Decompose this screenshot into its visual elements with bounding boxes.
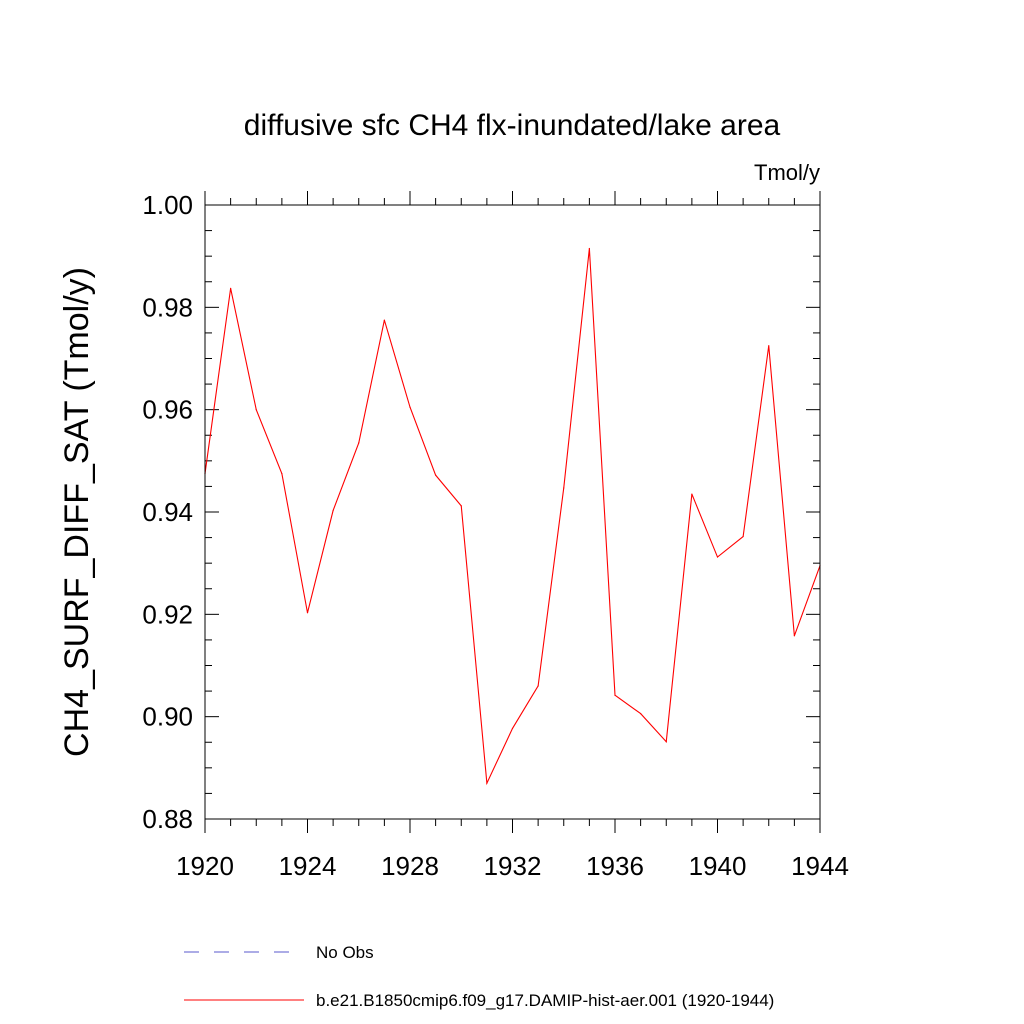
data-point	[281, 473, 283, 475]
y-tick-labels: 0.88 0.90 0.92 0.94 0.96 0.98 1.00	[142, 190, 193, 834]
data-point	[588, 247, 590, 250]
y-axis-label: CH4_SURF_DIFF_SAT (Tmol/y)	[58, 267, 96, 757]
data-point	[255, 409, 257, 411]
plot-frame	[204, 204, 821, 820]
data-point	[409, 406, 411, 408]
x-tick-label: 1936	[586, 851, 644, 881]
x-tick-label: 1944	[791, 851, 849, 881]
y-tick-label: 0.94	[142, 497, 193, 527]
y-tick-label: 0.92	[142, 599, 193, 629]
x-tick-labels: 1920 1924 1928 1932 1936 1940 1944	[176, 851, 849, 881]
units-label: Tmol/y	[754, 160, 820, 185]
data-point	[511, 727, 514, 730]
data-point	[332, 509, 334, 512]
legend: No Obs b.e21.B1850cmip6.f09_g17.DAMIP-his…	[184, 943, 774, 1010]
x-tick-label: 1932	[484, 851, 542, 881]
data-point	[614, 694, 616, 696]
data-point	[460, 505, 462, 507]
data-point	[486, 782, 488, 784]
x-tick-label: 1940	[689, 851, 747, 881]
data-point	[435, 474, 437, 476]
data-point	[383, 319, 385, 321]
data-point	[691, 493, 693, 495]
data-point	[563, 487, 565, 489]
data-point	[640, 712, 642, 715]
x-tick-label: 1928	[381, 851, 439, 881]
series-layer	[204, 247, 821, 786]
x-tick-label: 1924	[279, 851, 337, 881]
series-line	[204, 248, 821, 786]
legend-label: b.e21.B1850cmip6.f09_g17.DAMIP-hist-aer.…	[316, 991, 774, 1010]
y-tick-label: 0.96	[142, 395, 193, 425]
data-point	[665, 741, 667, 743]
legend-label: No Obs	[316, 943, 374, 962]
x-tick-label: 1920	[176, 851, 234, 881]
y-tick-label: 1.00	[142, 190, 193, 220]
data-point	[793, 635, 795, 637]
data-point	[768, 345, 770, 347]
y-tick-label: 0.98	[142, 292, 193, 322]
data-point	[716, 556, 719, 558]
axis-ticks	[204, 191, 821, 833]
y-tick-label: 0.90	[142, 702, 193, 732]
data-point	[742, 535, 744, 538]
chart-title: diffusive sfc CH4 flx-inundated/lake are…	[244, 109, 781, 142]
data-point	[306, 612, 309, 614]
y-tick-label: 0.88	[142, 804, 193, 834]
data-point	[230, 287, 232, 290]
data-point	[358, 442, 360, 444]
data-point	[537, 685, 539, 687]
